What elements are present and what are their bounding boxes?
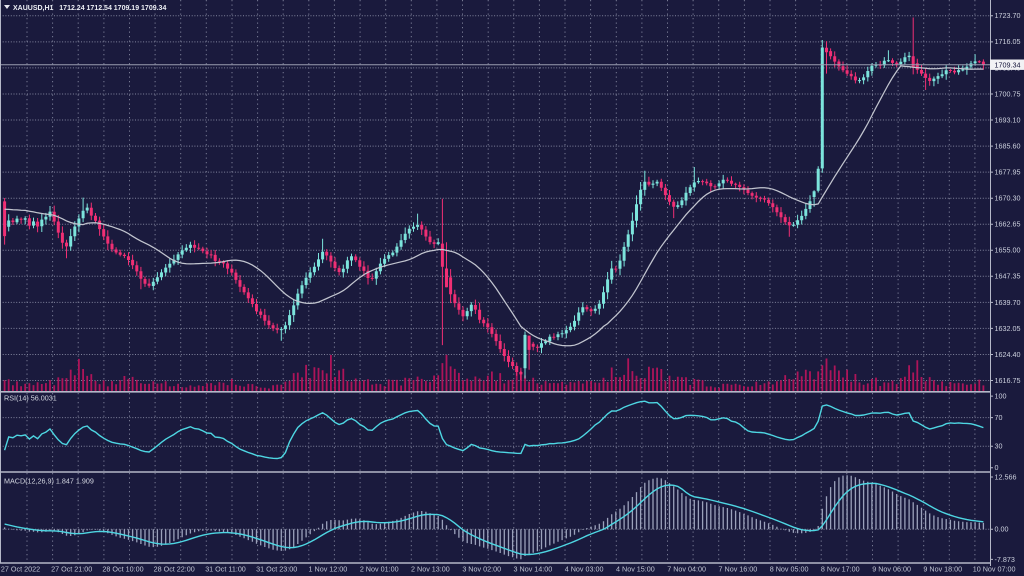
svg-text:3 Nov 14:00: 3 Nov 14:00 [514,565,553,574]
svg-text:30: 30 [995,442,1003,451]
svg-text:4 Nov 15:00: 4 Nov 15:00 [616,565,655,574]
svg-text:1685.60: 1685.60 [995,142,1021,151]
svg-text:1647.35: 1647.35 [995,272,1021,281]
svg-text:27 Oct 2022: 27 Oct 2022 [1,565,40,574]
svg-text:1632.05: 1632.05 [995,324,1021,333]
svg-text:7 Nov 04:00: 7 Nov 04:00 [667,565,706,574]
svg-text:RSI(14) 56.0031: RSI(14) 56.0031 [4,394,57,403]
svg-text:1670.30: 1670.30 [995,194,1021,203]
svg-text:8 Nov 05:00: 8 Nov 05:00 [770,565,809,574]
svg-text:XAUUSD,H1 1712.24 1712.54 17: XAUUSD,H1 1712.24 1712.54 1709.19 1709.3… [13,5,166,12]
svg-text:0.00: 0.00 [995,525,1009,534]
svg-text:0: 0 [995,463,999,472]
svg-text:1 Nov 12:00: 1 Nov 12:00 [309,565,348,574]
svg-text:31 Oct 23:00: 31 Oct 23:00 [256,565,297,574]
svg-text:2 Nov 01:00: 2 Nov 01:00 [360,565,399,574]
svg-text:-7.873: -7.873 [995,555,1015,564]
svg-text:1723.70: 1723.70 [995,11,1021,20]
svg-text:1716.05: 1716.05 [995,37,1021,46]
svg-text:1655.00: 1655.00 [995,246,1021,255]
svg-text:12.566: 12.566 [995,472,1017,481]
svg-text:1624.40: 1624.40 [995,350,1021,359]
svg-text:8 Nov 17:00: 8 Nov 17:00 [821,565,860,574]
svg-text:2 Nov 13:00: 2 Nov 13:00 [411,565,450,574]
svg-text:1639.70: 1639.70 [995,298,1021,307]
svg-text:27 Oct 21:00: 27 Oct 21:00 [51,565,92,574]
svg-text:100: 100 [995,392,1007,401]
svg-text:4 Nov 03:00: 4 Nov 03:00 [565,565,604,574]
svg-text:1616.75: 1616.75 [995,376,1021,385]
svg-text:28 Oct 22:00: 28 Oct 22:00 [154,565,195,574]
svg-text:70: 70 [995,413,1003,422]
svg-text:1677.95: 1677.95 [995,168,1021,177]
svg-text:28 Oct 10:00: 28 Oct 10:00 [102,565,143,574]
svg-text:3 Nov 02:00: 3 Nov 02:00 [462,565,501,574]
svg-text:10 Nov 07:00: 10 Nov 07:00 [973,565,1016,574]
svg-text:1700.75: 1700.75 [995,89,1021,98]
svg-text:9 Nov 06:00: 9 Nov 06:00 [872,565,911,574]
svg-text:1709.34: 1709.34 [995,60,1021,69]
svg-text:9 Nov 18:00: 9 Nov 18:00 [923,565,962,574]
svg-text:1662.65: 1662.65 [995,220,1021,229]
svg-text:1693.10: 1693.10 [995,115,1021,124]
svg-text:7 Nov 16:00: 7 Nov 16:00 [719,565,758,574]
svg-text:MACD(12,26,9) 1.847 1.909: MACD(12,26,9) 1.847 1.909 [4,477,94,486]
svg-text:31 Oct 11:00: 31 Oct 11:00 [205,565,246,574]
